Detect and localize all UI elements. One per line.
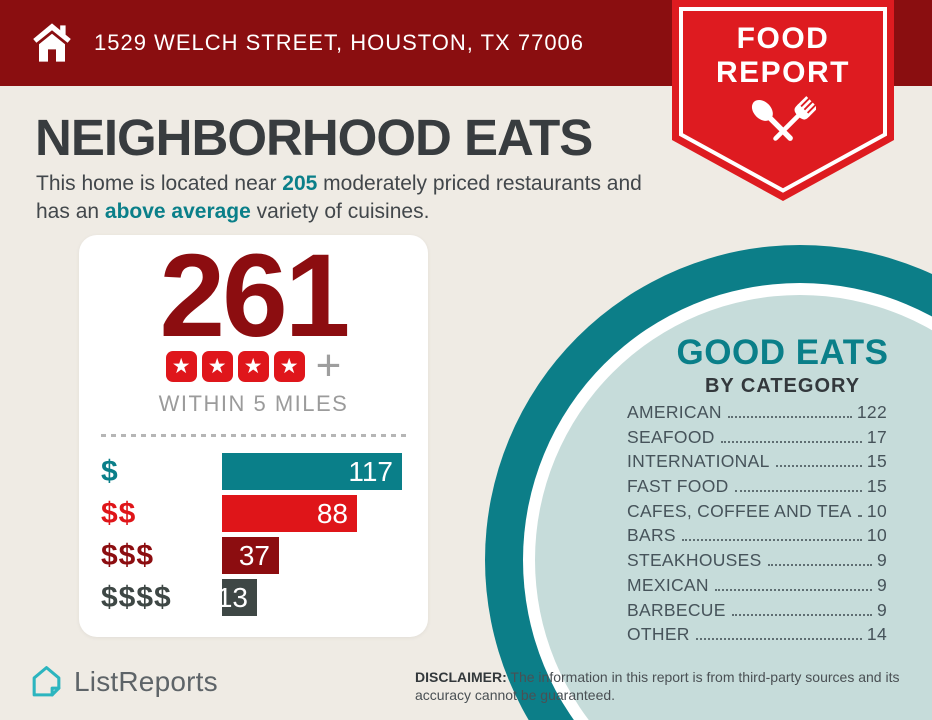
property-address: 1529 WELCH STREET, HOUSTON, TX 77006: [94, 30, 585, 55]
category-label: OTHER: [627, 624, 690, 645]
category-row: INTERNATIONAL 15: [627, 451, 887, 476]
price-tier-bar-chart: $117 $$ 88 $$$ 37 $$$$ 13: [79, 453, 428, 621]
star-badge: ★: [237, 350, 269, 382]
badge-line2: REPORT: [715, 56, 850, 89]
bar-track: 37: [222, 537, 428, 574]
category-row: STEAKHOUSES 9: [627, 550, 887, 575]
listreports-logo: ListReports: [28, 663, 218, 700]
bar: 13: [217, 579, 257, 616]
category-label: AMERICAN: [627, 402, 722, 422]
dot-leader: [857, 514, 862, 517]
badge-ribbon-shape: [672, 0, 894, 201]
radius-caption: WITHIN 5 MILES: [158, 391, 349, 416]
category-list: AMERICAN 122 SEAFOOD 17 INTERNATIONAL 15 FAST …: [627, 402, 887, 649]
price-tier-label: $$$$: [101, 580, 172, 614]
price-tier-label: $: [101, 454, 119, 488]
category-value: 17: [866, 426, 887, 447]
good-eats-subtitle: BY CATEGORY: [704, 375, 861, 397]
category-value: 15: [866, 476, 887, 497]
category-label: STEAKHOUSES: [627, 550, 762, 571]
star-badge: ★: [201, 350, 233, 382]
category-value: 10: [866, 500, 887, 521]
intro-text-pre: This home is located near: [36, 172, 283, 195]
category-row: SEAFOOD 17: [627, 427, 887, 452]
bar-track: 117: [222, 453, 428, 490]
star-badge: ★: [273, 350, 305, 382]
category-row: FAST FOOD 15: [627, 476, 887, 501]
restaurant-count: 205: [282, 172, 318, 195]
category-value: 15: [866, 451, 887, 472]
dot-leader: [681, 539, 862, 542]
home-icon: [33, 23, 71, 62]
dot-leader: [695, 638, 862, 641]
category-value: 122: [856, 402, 887, 422]
listreports-house-icon: [32, 666, 61, 697]
dashed-divider: [101, 434, 406, 437]
variety-highlight: above average: [104, 199, 251, 223]
bar: 88: [222, 495, 357, 532]
bar-row: $$$ 37: [101, 537, 428, 574]
category-label: FAST FOOD: [627, 476, 729, 497]
star-badge: ★: [165, 350, 197, 382]
total-restaurants-number: 261: [159, 230, 351, 362]
page-title: NEIGHBORHOOD EATS: [35, 109, 593, 166]
disclaimer-label: DISCLAIMER:: [415, 669, 507, 685]
fork-spoon-icon: [751, 96, 816, 141]
good-eats-circle-ring: [485, 245, 932, 720]
star-icon: ★: [171, 354, 191, 378]
restaurant-summary-card: 261 ★ ★ ★ ★ + WITHIN 5 MILES $117 $$ 88 $$$ 37 $$…: [79, 235, 428, 637]
bar-row: $$ 88: [101, 495, 428, 532]
category-label: BARBECUE: [627, 599, 726, 620]
price-tier-label: $$: [101, 496, 137, 530]
good-eats-header: GOOD EATS BY CATEGORY: [640, 333, 925, 398]
dot-leader: [714, 588, 872, 591]
category-row: BARBECUE 9: [627, 600, 887, 625]
category-label: BARS: [627, 525, 676, 546]
intro-text: This home is located near 205 moderately…: [36, 170, 681, 225]
star-icon: ★: [279, 354, 299, 378]
category-row: CAFES, COFFEE AND TEA 10: [627, 501, 887, 526]
badge-line1: FOOD: [736, 22, 830, 55]
disclaimer: DISCLAIMER: The information in this repo…: [415, 668, 915, 704]
category-row: MEXICAN 9: [627, 575, 887, 600]
intro-text-post: variety of cuisines.: [250, 199, 430, 223]
dot-leader: [727, 416, 852, 418]
plus-sign: +: [315, 341, 342, 390]
category-label: INTERNATIONAL: [627, 451, 770, 472]
category-value: 9: [876, 550, 887, 571]
category-row: OTHER 14: [627, 624, 887, 649]
disclaimer-text: The information in this report is from t…: [415, 669, 900, 704]
bar: 117: [222, 453, 402, 490]
category-label: MEXICAN: [627, 574, 709, 595]
category-value: 10: [866, 525, 887, 546]
category-value: 9: [876, 574, 887, 595]
bar-track: 88: [222, 495, 428, 532]
star-rating: ★ ★ ★ ★ +: [165, 341, 342, 390]
category-value: 14: [866, 624, 887, 645]
dot-leader: [720, 440, 862, 443]
star-icon: ★: [243, 354, 263, 378]
badge-title: FOOD REPORT: [672, 22, 894, 90]
dot-leader: [731, 613, 872, 616]
category-label: CAFES, COFFEE AND TEA: [627, 500, 852, 521]
dot-leader: [775, 465, 862, 468]
dot-leader: [767, 564, 872, 567]
star-icon: ★: [207, 354, 227, 378]
bar: 37: [222, 537, 279, 574]
listreports-wordmark: ListReports: [74, 665, 218, 697]
intro-text-mid: moderately priced restaurants and has an: [36, 172, 642, 223]
dot-leader: [734, 490, 862, 493]
bar-row: $$$$ 13: [101, 579, 428, 616]
category-row: AMERICAN 122: [627, 402, 887, 427]
category-label: SEAFOOD: [627, 426, 715, 447]
bar-track: 13: [217, 579, 428, 616]
price-tier-label: $$$: [101, 538, 155, 572]
category-row: BARS 10: [627, 525, 887, 550]
good-eats-title: GOOD EATS: [676, 333, 889, 372]
bar-row: $117: [101, 453, 428, 490]
category-value: 9: [876, 599, 887, 620]
food-report-badge: FOOD REPORT: [672, 0, 894, 204]
